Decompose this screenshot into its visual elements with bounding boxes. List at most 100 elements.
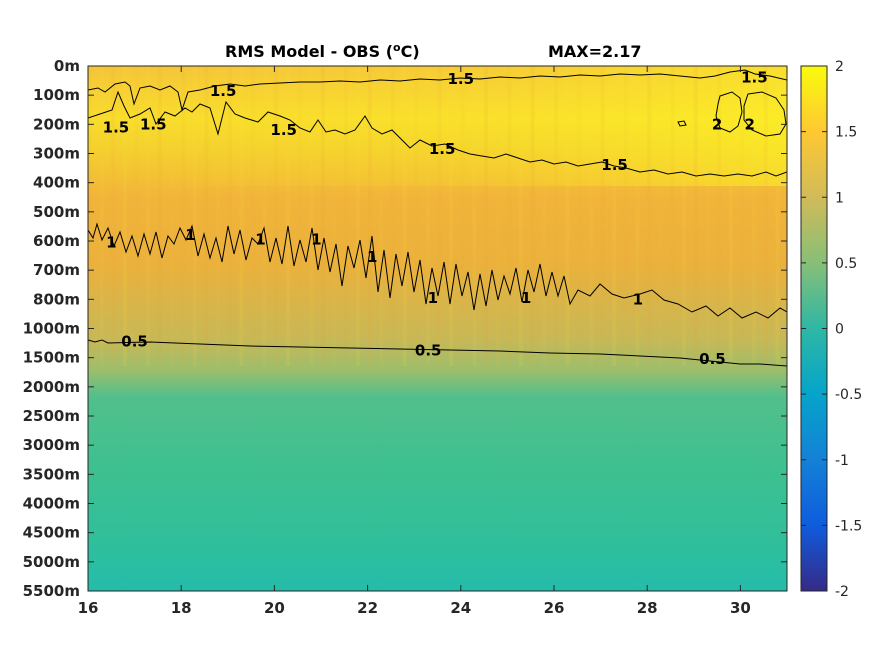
contour-line-2-dot — [677, 120, 687, 127]
heatmap-streak — [216, 66, 221, 366]
heatmap-streak — [623, 66, 628, 366]
x-tick-label: 30 — [730, 599, 751, 617]
y-tick-label: 3000m — [23, 436, 80, 454]
heatmap-streak — [658, 66, 663, 366]
heatmap-streak — [577, 66, 582, 366]
y-tick-label: 0m — [54, 57, 80, 75]
contour-label-1: 1 — [255, 231, 265, 249]
y-tick-label: 2000m — [23, 378, 80, 396]
chart-title: RMS Model - OBS (oC) — [225, 41, 420, 61]
y-tick-label: 100m — [33, 86, 80, 104]
y-tick-label: 200m — [33, 115, 80, 133]
y-tick-label: 500m — [33, 203, 80, 221]
y-tick-label: 4000m — [23, 495, 80, 513]
heatmap-streak — [635, 66, 640, 366]
heatmap-streak — [227, 66, 232, 366]
y-tick-label: 1500m — [23, 349, 80, 367]
heatmap-streak — [274, 66, 279, 366]
x-tick-label: 22 — [357, 599, 378, 617]
heatmap-streak — [670, 66, 675, 366]
contour-lines — [88, 69, 787, 367]
heatmap-streak — [705, 66, 710, 366]
colorbar-tick-label: 1.5 — [835, 125, 857, 141]
heatmap-streak — [728, 66, 733, 366]
colorbar-tick-label: 2 — [835, 59, 844, 75]
y-tick-label: 800m — [33, 290, 80, 308]
heatmap-streak — [682, 66, 687, 366]
contour-label-1: 1 — [521, 289, 531, 307]
heatmap-streak — [589, 66, 593, 366]
contour-line-0.5 — [88, 339, 787, 367]
contour-label-1: 1 — [633, 290, 643, 308]
heatmap-streak — [460, 66, 465, 366]
contour-label-2: 2 — [712, 115, 722, 133]
heatmap-streak — [332, 66, 337, 366]
contour-label-1.5: 1.5 — [448, 70, 475, 88]
heatmap-streak — [88, 66, 92, 366]
heatmap-field — [88, 66, 787, 591]
heatmap-streak — [507, 66, 512, 366]
heatmap-streak — [565, 66, 570, 366]
heatmap-streak — [181, 66, 186, 366]
colorbar-tick-label: -2 — [835, 584, 849, 600]
heatmap-streak — [484, 66, 489, 366]
y-tick-label: 1000m — [23, 320, 80, 338]
contour-label-1.5: 1.5 — [270, 121, 297, 139]
heatmap-streak — [192, 66, 197, 366]
heatmap-streak — [472, 66, 477, 366]
heatmap-streak — [367, 66, 372, 366]
heatmap-streak — [390, 66, 395, 366]
x-tick-label: 24 — [450, 599, 471, 617]
heatmap-streak — [262, 66, 267, 366]
heatmap-streak — [239, 66, 244, 366]
colorbar-tick-label: -1.5 — [835, 518, 862, 534]
heatmap-streak — [204, 66, 209, 366]
contour-line-1 — [88, 222, 787, 319]
heatmap-streak — [355, 66, 360, 366]
colorbar-tick-label: -0.5 — [835, 387, 862, 403]
heatmap-streak — [647, 66, 652, 366]
contour-line-1.5-lower — [88, 90, 787, 177]
contour-label-0.5: 0.5 — [415, 341, 442, 359]
y-tick-label: 3500m — [23, 465, 80, 483]
x-tick-label: 20 — [264, 599, 285, 617]
heatmap-streak — [169, 66, 174, 366]
colorbar-tick-label: 0.5 — [835, 256, 857, 272]
heatmap-streak — [612, 66, 617, 366]
heatmap-streak — [157, 66, 162, 366]
y-tick-label: 2500m — [23, 407, 80, 425]
contour-label-1: 1 — [367, 248, 377, 266]
y-tick-label: 400m — [33, 174, 80, 192]
contour-labels: 2 2 1.5 1.5 1.5 1.5 1.5 1.5 1.5 1.5 1 1 1 1 1 1 1 1 0.5 0.5… — [103, 69, 768, 368]
heatmap-streak — [740, 66, 745, 366]
heatmap-streak — [752, 66, 756, 366]
heatmap-streak — [134, 66, 139, 366]
y-tick-label: 700m — [33, 261, 80, 279]
y-axis: 0m 100m 200m 300m 400m 500m 600m 700m 800m 1000m 1… — [23, 57, 787, 600]
chart-max-label: MAX=2.17 — [548, 42, 642, 61]
contour-label-1.5: 1.5 — [429, 140, 456, 158]
colorbar-tick-label: 0 — [835, 322, 844, 338]
x-tick-label: 18 — [171, 599, 192, 617]
heatmap-streak — [286, 66, 291, 366]
heatmap-streak — [379, 66, 384, 366]
heatmap-streak — [693, 66, 698, 366]
contour-line-1.5-upper — [88, 69, 787, 112]
heatmap-streak — [775, 66, 780, 366]
heatmap-streak — [402, 66, 407, 366]
heatmap-streak — [251, 66, 256, 366]
y-tick-label: 5000m — [23, 553, 80, 571]
heatmap-streak — [554, 66, 558, 366]
heatmap-streak — [297, 66, 302, 366]
contour-label-1: 1 — [428, 289, 438, 307]
contour-line-2-left — [715, 91, 743, 133]
heatmap-streak — [763, 66, 768, 366]
y-tick-label: 5500m — [23, 582, 80, 600]
heatmap-streak — [425, 66, 430, 366]
heatmap-streak — [344, 66, 349, 366]
heatmap-streak — [600, 66, 605, 366]
heatmap-streak — [321, 66, 325, 366]
heatmap-streak — [123, 66, 127, 366]
contour-label-1: 1 — [311, 231, 321, 249]
